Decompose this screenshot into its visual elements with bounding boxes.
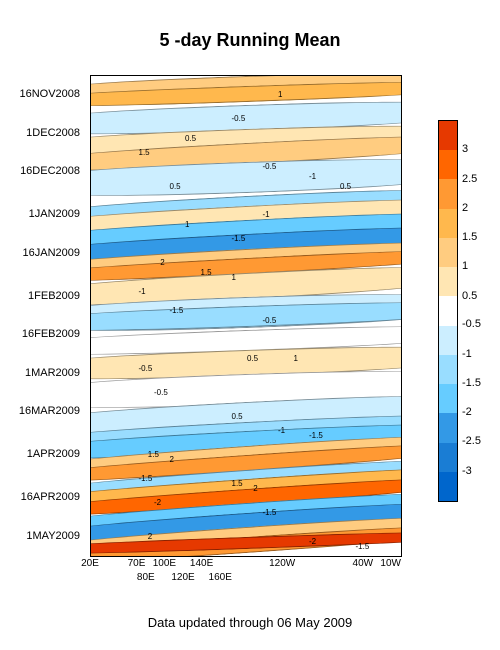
- y-tick-label: 1JAN2009: [29, 208, 80, 220]
- y-tick-label: 1MAY2009: [26, 530, 80, 542]
- x-tick-label: 100E: [153, 558, 176, 569]
- colorbar-tick-label: 0.5: [462, 290, 477, 302]
- colorbar-segment: [439, 209, 457, 238]
- contour-label: -1.5: [355, 542, 371, 551]
- contour-label: 2: [147, 532, 153, 541]
- y-tick-label: 16DEC2008: [20, 165, 80, 177]
- y-tick-label: 16NOV2008: [19, 88, 80, 100]
- x-tick-label: 120W: [269, 558, 295, 569]
- y-tick-label: 1MAR2009: [25, 367, 80, 379]
- contour-label: 2: [252, 484, 258, 493]
- colorbar-tick-label: -1.5: [462, 377, 481, 389]
- colorbar-segment: [439, 355, 457, 384]
- contour-label: 1.5: [231, 479, 244, 488]
- contour-label: -2: [153, 498, 162, 507]
- chart-title: 5 -day Running Mean: [0, 0, 500, 61]
- contour-label: 1.5: [200, 268, 213, 277]
- contour-label: -0.5: [231, 114, 247, 123]
- colorbar-tick-label: 3: [462, 143, 468, 155]
- colorbar-segment: [439, 121, 457, 150]
- contour-label: 0.5: [246, 354, 259, 363]
- colorbar-segment: [439, 296, 457, 325]
- colorbar-segment: [439, 326, 457, 355]
- y-tick-label: 16APR2009: [21, 491, 80, 503]
- colorbar-tick-label: 2: [462, 202, 468, 214]
- x-tick-label: 120E: [171, 572, 194, 583]
- contour-label: 0.5: [169, 182, 182, 191]
- colorbar-tick-label: -3: [462, 465, 472, 477]
- contour-label: 1: [231, 273, 237, 282]
- y-tick-label: 1APR2009: [27, 448, 80, 460]
- x-axis-labels: 20E70E100E140E120W40W10W80E120E160E: [90, 558, 400, 598]
- contour-label: 0.5: [231, 412, 244, 421]
- contour-label: 1: [293, 354, 299, 363]
- x-tick-label: 20E: [81, 558, 99, 569]
- contour-label: -1: [138, 287, 147, 296]
- colorbar-segment: [439, 443, 457, 472]
- contour-label: 2: [159, 258, 165, 267]
- colorbar-tick-label: 1: [462, 260, 468, 272]
- contour-label: 2: [169, 455, 175, 464]
- y-tick-label: 1FEB2009: [28, 290, 80, 302]
- contour-label: 0.5: [339, 182, 352, 191]
- colorbar-labels: 3 2.5 2 1.5 1 0.5 -0.5 -1 -1.5 -2 -2.5 -3: [462, 120, 492, 500]
- contour-label: -1.5: [308, 431, 324, 440]
- x-tick-label: 70E: [128, 558, 146, 569]
- plot-area: 1 -0.5 0.5 1.5 -0.5 -1 0.5 0.5 -1 1 -1.5 2 1.5 1 -1 -1.…: [90, 75, 402, 557]
- contour-label: -1.5: [169, 306, 185, 315]
- colorbar-segment: [439, 238, 457, 267]
- y-tick-label: 16FEB2009: [22, 328, 80, 340]
- y-tick-label: 16MAR2009: [19, 405, 80, 417]
- contour-label: 1.5: [138, 148, 151, 157]
- contour-label: -1.5: [138, 474, 154, 483]
- colorbar-segment: [439, 179, 457, 208]
- colorbar-segment: [439, 267, 457, 296]
- y-tick-label: 16JAN2009: [23, 247, 81, 259]
- contour-label: 1: [277, 90, 283, 99]
- colorbar-segment: [439, 413, 457, 442]
- contour-label: -1: [277, 426, 286, 435]
- colorbar-segment: [439, 472, 457, 501]
- colorbar-tick-label: -0.5: [462, 318, 481, 330]
- x-tick-label: 40W: [353, 558, 374, 569]
- contour-label: -0.5: [138, 364, 154, 373]
- colorbar-tick-label: -1: [462, 348, 472, 360]
- colorbar-tick-label: 2.5: [462, 173, 477, 185]
- contour-label: -0.5: [262, 162, 278, 171]
- contour-label: -0.5: [262, 316, 278, 325]
- y-axis-labels: 16NOV2008 1DEC2008 16DEC2008 1JAN2009 16JAN2…: [0, 75, 85, 555]
- colorbar-segment: [439, 384, 457, 413]
- contour-label: -0.5: [153, 388, 169, 397]
- contour-label: -1: [262, 210, 271, 219]
- contour-label: -1: [308, 172, 317, 181]
- contour-label: -2: [308, 537, 317, 546]
- contour-label: 0.5: [184, 134, 197, 143]
- x-tick-label: 10W: [380, 558, 401, 569]
- contour-label: -1.5: [231, 234, 247, 243]
- contour-label: -1.5: [262, 508, 278, 517]
- contour-label: 1.5: [147, 450, 160, 459]
- x-tick-label: 80E: [137, 572, 155, 583]
- y-tick-label: 1DEC2008: [26, 127, 80, 139]
- colorbar-tick-label: -2: [462, 406, 472, 418]
- colorbar-tick-label: -2.5: [462, 435, 481, 447]
- x-tick-label: 140E: [190, 558, 213, 569]
- x-tick-label: 160E: [209, 572, 232, 583]
- colorbar: [438, 120, 458, 502]
- footer-text: Data updated through 06 May 2009: [0, 615, 500, 630]
- contour-label: 1: [184, 220, 190, 229]
- colorbar-segment: [439, 150, 457, 179]
- colorbar-tick-label: 1.5: [462, 231, 477, 243]
